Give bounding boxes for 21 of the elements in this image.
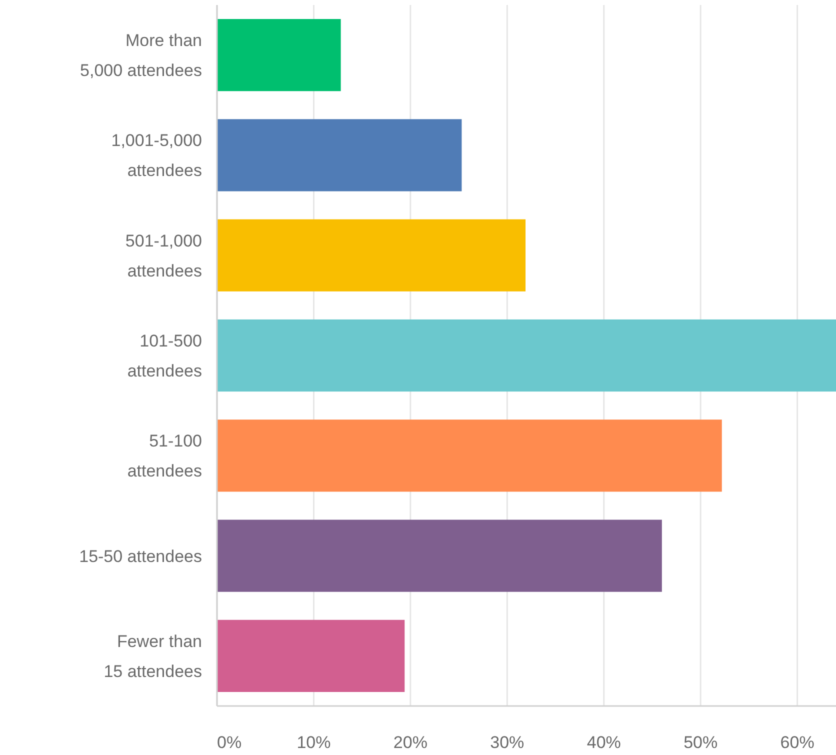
y-tick-label: 51-100 attendees: [127, 432, 202, 481]
bar: [217, 319, 836, 392]
x-tick-label: 10%: [296, 733, 331, 752]
bar: [217, 520, 662, 592]
y-tick-label: 501-1,000 attendees: [125, 231, 202, 280]
y-tick-label: 101-500 attendees: [127, 332, 202, 380]
x-tick-label: 30%: [490, 733, 524, 752]
y-tick-label: More than 5,000 attendees: [80, 31, 202, 80]
y-tick-label: 1,001-5,000 attendees: [111, 131, 202, 180]
bar: [217, 19, 341, 92]
bar: [217, 620, 405, 692]
bar: [217, 420, 722, 492]
x-tick-label: 20%: [393, 733, 428, 752]
x-tick-label: 60%: [780, 733, 814, 752]
x-tick-label: 40%: [586, 733, 621, 752]
bar: [217, 219, 526, 292]
bar: [217, 119, 462, 192]
y-tick-label: 15-50 attendees: [79, 546, 202, 566]
y-tick-label: Fewer than 15 attendees: [104, 632, 202, 681]
x-tick-label: 0%: [217, 733, 242, 752]
x-tick-label: 50%: [684, 733, 718, 752]
